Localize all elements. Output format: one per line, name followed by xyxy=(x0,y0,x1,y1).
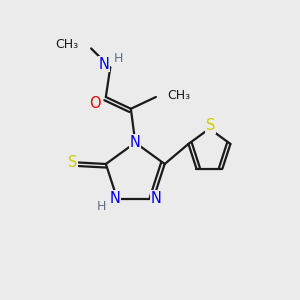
Text: N: N xyxy=(98,56,109,71)
Text: O: O xyxy=(89,96,100,111)
Text: CH₃: CH₃ xyxy=(56,38,79,51)
Text: S: S xyxy=(206,118,216,133)
Text: S: S xyxy=(68,155,77,170)
Text: H: H xyxy=(114,52,123,65)
Text: N: N xyxy=(130,135,141,150)
Text: H: H xyxy=(97,200,106,213)
Text: CH₃: CH₃ xyxy=(167,89,190,102)
Text: N: N xyxy=(150,191,161,206)
Text: N: N xyxy=(109,191,120,206)
